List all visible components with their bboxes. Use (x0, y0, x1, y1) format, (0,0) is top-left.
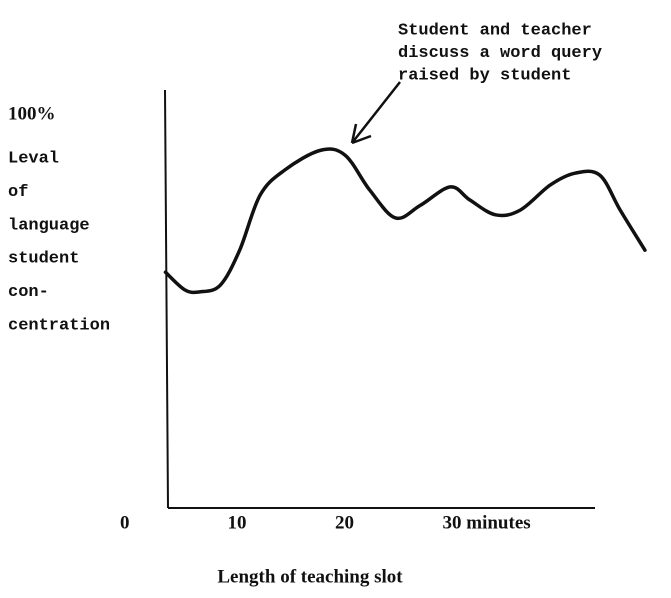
x-tick-label: 0 (120, 512, 130, 533)
y-axis-title: language (8, 216, 90, 235)
y-axis (164, 89, 169, 509)
y-axis-title: con- (8, 283, 49, 302)
x-tick-label: 20 (335, 512, 354, 533)
x-tick-label: 30 minutes (443, 512, 531, 533)
y-axis-title: centration (8, 316, 110, 335)
x-tick-label: 10 (228, 512, 247, 533)
y-axis-title: student (8, 250, 79, 269)
annotation-text: Student and teacher (398, 21, 592, 40)
y-axis-title: of (8, 183, 28, 202)
annotation-text: discuss a word query (398, 44, 602, 63)
y-axis-title: Leval (8, 149, 59, 168)
annotation-arrow (350, 81, 401, 145)
annotation-text: raised by student (398, 66, 571, 85)
concentration-line (163, 147, 647, 295)
y-tick-label: 100% (8, 103, 56, 124)
x-axis-title: Length of teaching slot (217, 566, 403, 587)
